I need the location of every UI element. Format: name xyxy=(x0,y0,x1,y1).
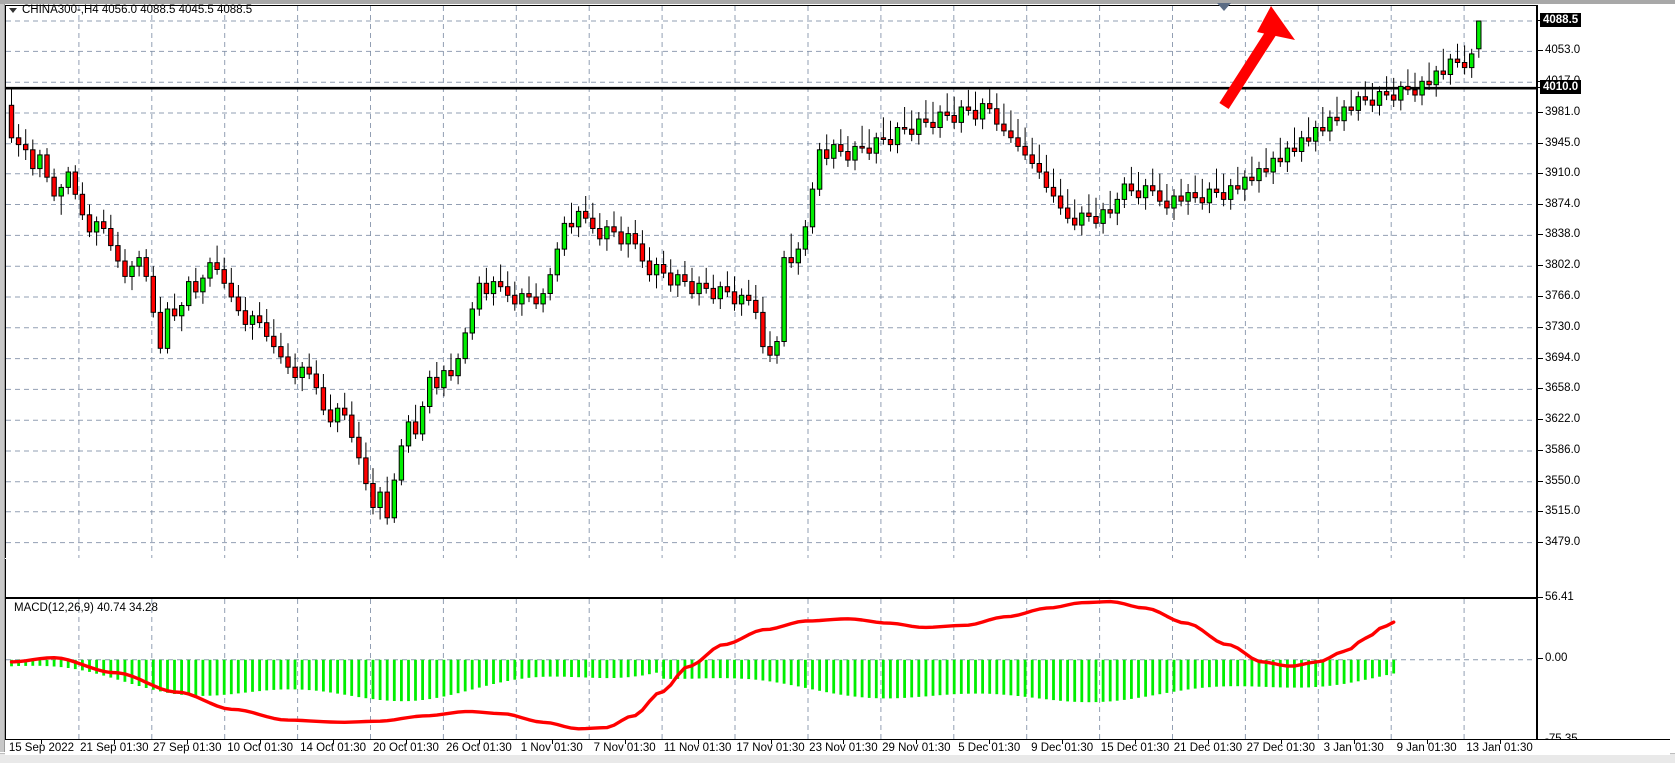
time-axis-tick xyxy=(624,740,626,744)
time-axis-tick xyxy=(1426,740,1428,744)
time-axis-label: 21 Dec 01:30 xyxy=(1173,742,1243,754)
pane-divider xyxy=(5,559,1537,597)
marker-down-icon xyxy=(1217,3,1231,11)
time-scale-axis[interactable]: 15 Sep 2022 21 Sep 01:30 27 Sep 01:30 10 Oc… xyxy=(5,739,1670,755)
time-axis-label: 27 Sep 01:30 xyxy=(153,742,222,754)
macd-axis-label: 0.00 xyxy=(1545,651,1568,664)
price-axis-label: 3730.0 xyxy=(1545,320,1581,333)
axis-tick xyxy=(1538,50,1543,52)
price-axis-label: 3802.0 xyxy=(1545,259,1581,272)
axis-tick xyxy=(1538,597,1543,598)
price-axis-label: 3479.0 xyxy=(1545,535,1581,548)
price-axis-label: 3945.0 xyxy=(1545,136,1581,149)
time-axis-label: 10 Oct 01:30 xyxy=(227,742,294,754)
time-axis-tick xyxy=(187,740,189,744)
time-axis-label: 15 Dec 01:30 xyxy=(1100,742,1170,754)
time-axis-label: 11 Nov 01:30 xyxy=(663,742,732,754)
price-axis-label: 3622.0 xyxy=(1545,413,1581,426)
time-axis-tick xyxy=(41,740,43,744)
time-axis-label: 20 Oct 01:30 xyxy=(373,742,439,754)
time-axis-tick xyxy=(1135,740,1137,744)
time-axis-label: 27 Dec 01:30 xyxy=(1246,742,1316,754)
window-top-bar xyxy=(0,0,1675,4)
time-axis-tick xyxy=(916,740,918,744)
macd-indicator-pane[interactable]: MACD(12,26,9) 40.74 34.28 xyxy=(5,597,1537,742)
axis-tick xyxy=(1538,657,1543,659)
current-price-badge: 4088.5 xyxy=(1540,12,1582,27)
window-left-bar xyxy=(0,4,5,752)
time-axis-label: 17 Nov 01:30 xyxy=(736,742,805,754)
axis-tick xyxy=(1538,203,1543,205)
time-axis-tick xyxy=(843,740,845,744)
price-level-badge: 4010.0 xyxy=(1540,80,1582,95)
time-axis-label: 14 Oct 01:30 xyxy=(300,742,366,754)
macd-chart-canvas[interactable] xyxy=(6,599,1537,741)
time-axis-tick xyxy=(1353,740,1355,744)
time-axis-label: 9 Jan 01:30 xyxy=(1396,742,1457,754)
time-axis-label: 23 Nov 01:30 xyxy=(809,742,878,754)
axis-tick xyxy=(1538,172,1543,174)
axis-tick xyxy=(1538,265,1543,267)
axis-tick xyxy=(1538,480,1543,482)
time-axis-tick xyxy=(405,740,407,744)
price-axis-label: 3838.0 xyxy=(1545,228,1581,241)
time-axis-tick xyxy=(1062,740,1064,744)
axis-tick xyxy=(1538,388,1543,390)
time-axis-tick xyxy=(114,740,116,744)
time-axis-label: 13 Jan 01:30 xyxy=(1466,742,1533,754)
macd-axis-label: 56.41 xyxy=(1545,591,1574,603)
price-axis-label: 3910.0 xyxy=(1545,166,1581,179)
axis-tick xyxy=(1538,234,1543,236)
macd-indicator-label: MACD(12,26,9) 40.74 34.28 xyxy=(14,602,158,614)
price-scale-axis[interactable]: 4088.54053.04017.03981.03945.03910.03874… xyxy=(1536,5,1672,745)
time-axis-tick xyxy=(1499,740,1501,744)
axis-tick xyxy=(1538,450,1543,452)
time-axis-tick xyxy=(260,740,262,744)
axis-tick xyxy=(1538,111,1543,113)
up-right-arrow-annotation xyxy=(1219,6,1295,109)
time-axis-tick xyxy=(333,740,335,744)
axis-tick xyxy=(1538,419,1543,421)
time-axis-label: 26 Oct 01:30 xyxy=(445,742,512,754)
time-axis-tick xyxy=(551,740,553,744)
axis-tick xyxy=(1538,510,1543,512)
time-axis-label: 5 Dec 01:30 xyxy=(958,742,1021,754)
time-axis-label: 29 Nov 01:30 xyxy=(882,742,951,754)
time-axis-label: 21 Sep 01:30 xyxy=(80,742,149,754)
time-axis-label: 3 Jan 01:30 xyxy=(1323,742,1384,754)
time-axis-tick xyxy=(1280,740,1282,744)
axis-tick xyxy=(1538,541,1543,543)
price-axis-label: 3586.0 xyxy=(1545,444,1581,457)
time-axis-label: 9 Dec 01:30 xyxy=(1031,742,1094,754)
price-axis-label: 3766.0 xyxy=(1545,289,1581,302)
time-axis-tick xyxy=(478,740,480,744)
price-axis-label: 3694.0 xyxy=(1545,351,1581,364)
price-axis-label: 3658.0 xyxy=(1545,382,1581,395)
time-axis-label: 15 Sep 2022 xyxy=(8,742,75,754)
price-chart-canvas[interactable] xyxy=(6,6,1537,558)
axis-tick xyxy=(1538,295,1543,297)
price-chart-pane[interactable] xyxy=(5,5,1537,558)
axis-tick xyxy=(1538,357,1543,359)
time-axis-tick xyxy=(989,740,991,744)
axis-tick xyxy=(1538,326,1543,328)
time-axis-tick xyxy=(1207,740,1209,744)
chart-symbol-title: CHINA300-,H4 4056.0 4088.5 4045.5 4088.5 xyxy=(22,4,253,16)
axis-tick xyxy=(1538,142,1543,144)
price-axis-label: 3874.0 xyxy=(1545,197,1581,210)
price-axis-label: 3981.0 xyxy=(1545,105,1581,118)
time-axis-label: 1 Nov 01:30 xyxy=(520,742,583,754)
time-axis-tick xyxy=(770,740,772,744)
price-axis-label: 4053.0 xyxy=(1545,44,1581,57)
chart-collapse-triangle-down-icon[interactable] xyxy=(9,8,17,13)
time-axis-label: 7 Nov 01:30 xyxy=(593,742,656,754)
price-axis-label: 3515.0 xyxy=(1545,504,1581,517)
price-axis-label: 3550.0 xyxy=(1545,474,1581,487)
time-axis-tick xyxy=(697,740,699,744)
